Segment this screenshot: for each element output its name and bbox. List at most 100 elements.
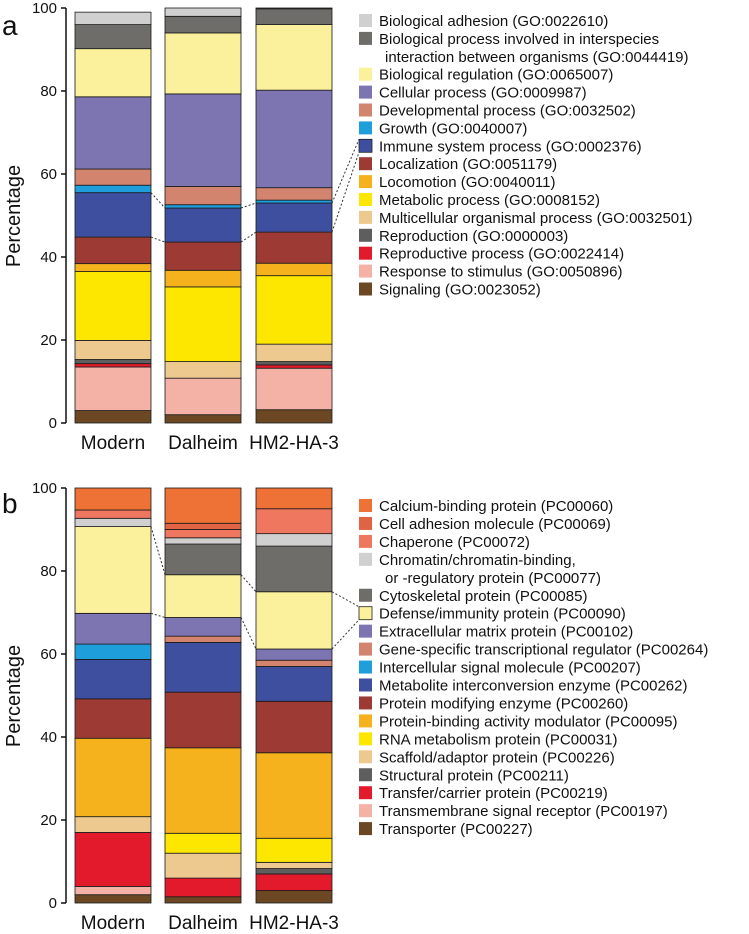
legend-label: Structural protein (PC00211) [379,767,569,784]
legend-swatch [359,193,372,206]
legend-label-continuation: or -regulatory protein (PC00077) [385,570,601,587]
legend-label: Chromatin/chromatin-binding, [379,552,576,569]
legend-label: Immune system process (GO:0002376) [379,138,642,155]
bar-segment [164,832,242,854]
legend-swatch [359,750,372,764]
legend-swatch [359,139,372,153]
bar-segment [255,648,333,661]
legend-label: Metabolic process (GO:0008152) [379,192,600,209]
bar-segment [255,837,333,863]
bar-segment [74,698,152,739]
bar-segment [74,271,152,341]
legend-label: Metabolite interconversion enzyme (PC002… [379,678,688,695]
bar-segment [164,635,242,643]
bar-segment [164,877,242,898]
x-category-label: Dalheim [168,433,238,454]
connector-line [150,612,166,618]
bar-segment [74,24,152,50]
legend-swatch [359,606,372,620]
panel-label: b [2,488,18,519]
bar-segment [255,187,333,201]
bar-segment [255,873,333,891]
bar-segment [164,186,242,206]
y-tick-label: 100 [32,480,57,497]
y-tick-label: 40 [40,729,57,746]
legend-label: Biological adhesion (GO:0022610) [379,13,608,30]
connector-line [240,202,257,209]
y-axis-label: Percentage [3,645,25,747]
legend-label: Reproduction (GO:0000003) [379,228,568,245]
bar-segment [255,700,333,754]
legend-connector-line [331,152,360,233]
legend-swatch [359,264,372,278]
legend-swatch [359,732,372,746]
bar-segment [164,269,242,288]
bar-segment [164,93,242,187]
bar-segment [74,48,152,98]
legend-swatch [359,696,372,710]
legend-swatch [359,282,372,296]
legend-swatch [359,804,372,818]
legend-swatch [359,660,372,674]
bar-segment [74,11,152,25]
legend-swatch [359,67,372,81]
y-tick-label: 60 [40,646,57,663]
legend-label: Cell adhesion molecule (PC00069) [379,516,611,533]
bar-segment [255,868,333,875]
panel-label: a [2,10,18,41]
bar-segment [164,543,242,576]
y-tick-label: 20 [40,332,57,349]
legend-swatch [359,228,372,242]
x-category-label: Dalheim [168,913,238,934]
legend-label: Response to stimulus (GO:0050896) [379,264,622,281]
x-category-label: HM2-HA-3 [249,433,339,454]
legend-connector-line [331,591,360,608]
bar-segment [74,366,152,411]
bar-segment [255,199,333,204]
legend-label: Cytoskeletal protein (PC00085) [379,588,587,605]
legend-swatch [359,516,372,530]
bar-segment [255,231,333,264]
bar-segment [255,89,333,189]
bar-segment [74,816,152,833]
connector-line [150,192,166,209]
bar-segment [164,691,242,749]
bar-segment [255,659,333,667]
bar-segment [74,236,152,265]
bar-segment [164,414,242,424]
legend-highlight-outline [358,138,373,153]
bar-segment [255,361,333,366]
bar-segment [74,526,152,614]
legend-swatch [359,157,372,171]
legend-swatch [359,175,372,189]
y-tick-label: 80 [40,83,57,100]
bar-segment [74,184,152,194]
bar-segment [164,574,242,618]
legend-label: Extracellular matrix protein (PC00102) [379,624,633,641]
legend-connector-line [331,139,360,204]
legend-label: Localization (GO:0051179) [379,156,557,173]
y-tick-label: 0 [49,895,57,912]
connector-line [240,231,257,243]
legend-label: Signaling (GO:0023052) [379,282,541,299]
bar-segment [164,537,242,545]
legend-swatch [359,534,372,548]
legend-label: Protein-binding activity modulator (PC00… [379,713,677,730]
bar-segment [74,263,152,272]
bar-segment [255,666,333,702]
bar-segment [255,367,333,411]
legend-label: Intercellular signal molecule (PC00207) [379,660,641,677]
bar-segment [164,15,242,34]
bar-segment [164,377,242,416]
bar-segment [74,410,152,424]
bar-segment [74,168,152,186]
bar-segment [74,192,152,238]
legend-swatch [359,85,372,99]
bar-segment [255,890,333,904]
x-category-label: Modern [81,433,145,454]
legend-label: Defense/immunity protein (PC00090) [379,606,626,623]
bar-segment [74,832,152,887]
bar-segment [164,747,242,834]
bar-segment [74,894,152,904]
